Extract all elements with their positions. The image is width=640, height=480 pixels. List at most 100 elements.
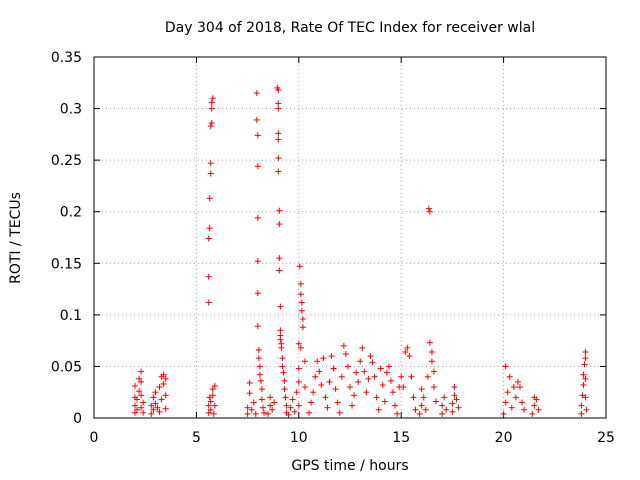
x-tick-label: 20	[495, 430, 513, 446]
data-point	[332, 386, 339, 393]
data-point	[508, 404, 515, 411]
data-point	[140, 399, 147, 406]
data-point	[367, 353, 374, 360]
data-point	[211, 402, 218, 409]
data-point	[344, 363, 351, 370]
data-point	[582, 355, 589, 362]
data-point	[371, 373, 378, 380]
data-point	[275, 168, 282, 175]
data-point	[291, 408, 298, 415]
data-point	[439, 402, 446, 409]
data-point	[439, 410, 446, 417]
data-point	[256, 363, 263, 370]
data-point	[381, 398, 388, 405]
data-point	[280, 369, 287, 376]
data-point	[254, 214, 261, 221]
data-point	[298, 307, 305, 314]
data-point	[254, 132, 261, 139]
data-point	[392, 402, 399, 409]
data-point	[289, 396, 296, 403]
y-axis-label: ROTI / TECUs	[8, 192, 24, 284]
data-point	[276, 207, 283, 214]
data-point	[353, 369, 360, 376]
data-point	[451, 384, 458, 391]
data-point	[211, 383, 218, 390]
x-tick-label: 0	[90, 430, 99, 446]
data-point	[275, 105, 282, 112]
data-point	[535, 406, 542, 413]
data-point	[206, 394, 213, 401]
data-point	[282, 394, 289, 401]
data-point	[512, 394, 519, 401]
data-point	[506, 373, 513, 380]
data-point	[138, 404, 145, 411]
axis-ticks: 0 5 10 15 20 25 0 0.05 0.1 0.15 0.2 0.25 0.3 0.35	[51, 50, 615, 446]
data-point	[255, 346, 262, 353]
data-point	[295, 365, 302, 372]
data-point	[390, 389, 397, 396]
y-tick-label: 0.2	[60, 205, 82, 221]
x-tick-label: 25	[597, 430, 615, 446]
data-point	[244, 410, 251, 417]
data-point	[361, 368, 368, 375]
data-point	[336, 409, 343, 416]
data-point	[521, 406, 528, 413]
data-point	[209, 386, 216, 393]
data-point	[162, 375, 169, 382]
data-point	[281, 386, 288, 393]
data-point	[275, 155, 282, 162]
data-point	[285, 411, 292, 418]
data-point	[455, 404, 462, 411]
data-point	[297, 344, 304, 351]
data-point	[269, 406, 276, 413]
data-point	[258, 396, 265, 403]
data-point	[428, 348, 435, 355]
data-point	[207, 398, 214, 405]
data-point	[271, 399, 278, 406]
data-point	[582, 348, 589, 355]
data-point	[347, 384, 353, 391]
data-point	[156, 408, 163, 415]
data-point	[295, 402, 302, 409]
data-point	[449, 408, 456, 415]
data-point	[275, 136, 282, 143]
data-point	[257, 377, 264, 384]
data-point	[519, 399, 526, 406]
data-point	[426, 339, 433, 346]
data-point	[160, 371, 167, 378]
data-point	[373, 394, 380, 401]
data-point	[387, 377, 394, 384]
gridlines	[94, 57, 606, 418]
data-point	[275, 87, 282, 94]
data-point	[433, 398, 440, 405]
data-point	[430, 368, 437, 375]
data-point	[254, 290, 261, 297]
data-point	[136, 375, 143, 382]
data-point	[208, 120, 215, 127]
data-point	[406, 353, 413, 360]
data-point	[205, 273, 212, 280]
data-point	[355, 378, 362, 385]
data-point	[379, 381, 386, 388]
data-point	[254, 258, 261, 265]
x-axis-label: GPS time / hours	[291, 458, 408, 474]
data-point	[412, 406, 419, 413]
data-point	[156, 384, 163, 391]
data-point	[579, 392, 586, 399]
data-point	[259, 404, 266, 411]
data-point	[246, 379, 253, 386]
data-point	[418, 402, 425, 409]
data-point	[205, 299, 212, 306]
data-point	[578, 402, 585, 409]
data-point	[283, 402, 290, 409]
data-point	[424, 373, 431, 380]
data-point	[383, 369, 390, 376]
data-point	[324, 404, 331, 411]
data-point	[254, 323, 261, 330]
data-point	[340, 342, 347, 349]
data-point	[276, 255, 283, 262]
data-point	[312, 373, 319, 380]
data-point	[301, 358, 308, 365]
data-point	[148, 410, 155, 417]
data-point	[394, 410, 401, 417]
